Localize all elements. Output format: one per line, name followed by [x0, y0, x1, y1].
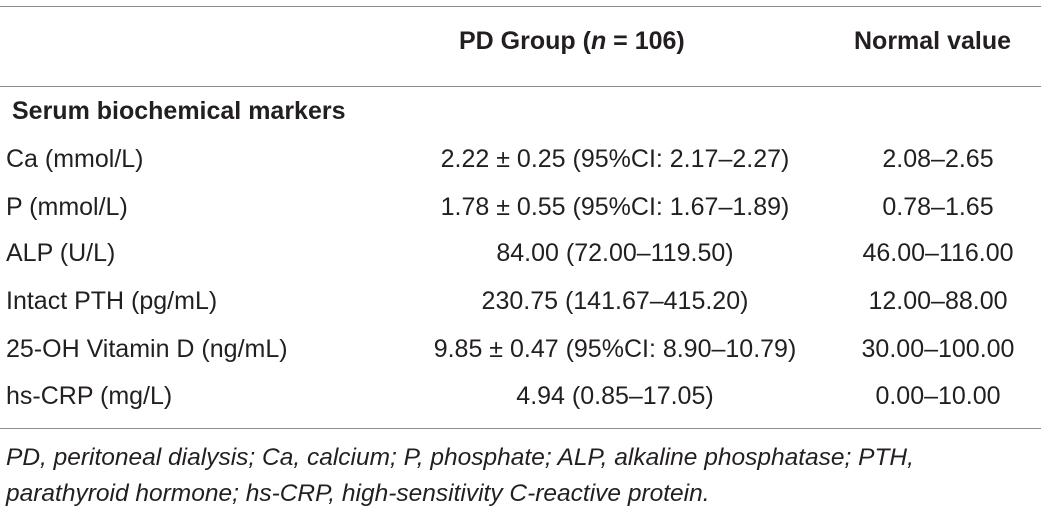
marker-label: Ca (mmol/L) [6, 145, 144, 173]
normal-value: 2.08–2.65 [882, 145, 994, 173]
header-rule [0, 86, 1041, 87]
pd-group-value: 9.85 ± 0.47 (95%CI: 8.90–10.79) [433, 335, 797, 363]
marker-label: hs-CRP (mg/L) [6, 382, 173, 410]
normal-value: 0.78–1.65 [882, 193, 994, 221]
pd-group-value: 230.75 (141.67–415.20) [481, 287, 749, 315]
pd-group-value: 84.00 (72.00–119.50) [496, 239, 734, 267]
table-footnote: PD, peritoneal dialysis; Ca, calcium; P,… [6, 440, 1036, 512]
table-row: P (mmol/L) 1.78 ± 0.55 (95%CI: 1.67–1.89… [0, 192, 1041, 222]
pd-group-value: 1.78 ± 0.55 (95%CI: 1.67–1.89) [440, 193, 790, 221]
header-pd-group: PD Group (n = 106) [459, 26, 685, 56]
header-pd-group-n: n [590, 27, 607, 55]
table-bottom-rule [0, 428, 1041, 429]
table-row: hs-CRP (mg/L) 4.94 (0.85–17.05) 0.00–10.… [0, 381, 1041, 411]
footnote-line-1: PD, peritoneal dialysis; Ca, calcium; P,… [6, 444, 914, 471]
normal-value: 12.00–88.00 [868, 287, 1008, 315]
table-row: Ca (mmol/L) 2.22 ± 0.25 (95%CI: 2.17–2.2… [0, 144, 1041, 174]
table-row: 25-OH Vitamin D (ng/mL) 9.85 ± 0.47 (95%… [0, 334, 1041, 364]
pd-group-value: 4.94 (0.85–17.05) [516, 382, 714, 410]
table-top-rule [0, 6, 1041, 7]
footnote-line-2: parathyroid hormone; hs-CRP, high-sensit… [6, 480, 710, 507]
normal-value: 30.00–100.00 [861, 335, 1015, 363]
marker-label: P (mmol/L) [6, 193, 128, 221]
normal-value: 0.00–10.00 [875, 382, 1001, 410]
normal-value: 46.00–116.00 [862, 239, 1014, 267]
marker-label: ALP (U/L) [6, 239, 116, 267]
pd-group-value: 2.22 ± 0.25 (95%CI: 2.17–2.27) [440, 145, 790, 173]
table-row: Intact PTH (pg/mL) 230.75 (141.67–415.20… [0, 286, 1041, 316]
header-pd-group-suffix: = 106) [606, 27, 685, 55]
header-pd-group-prefix: PD Group ( [459, 27, 591, 55]
marker-label: Intact PTH (pg/mL) [6, 287, 218, 315]
table-row: ALP (U/L) 84.00 (72.00–119.50) 46.00–116… [0, 238, 1041, 268]
marker-label: 25-OH Vitamin D (ng/mL) [6, 335, 288, 363]
section-title: Serum biochemical markers [12, 97, 346, 125]
header-normal-value: Normal value [854, 27, 1012, 55]
